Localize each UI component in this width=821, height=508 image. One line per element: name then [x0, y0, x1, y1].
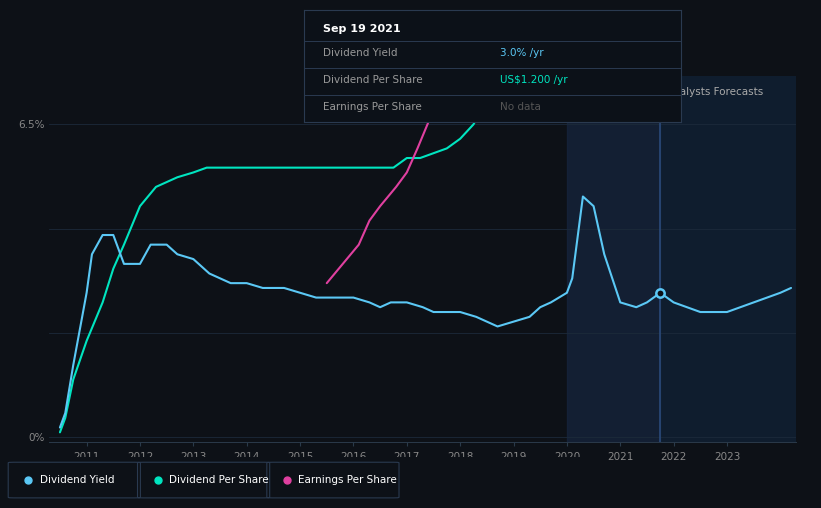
Text: Analysts Forecasts: Analysts Forecasts	[666, 87, 763, 97]
Text: Earnings Per Share: Earnings Per Share	[323, 102, 421, 112]
Bar	[660, 76, 796, 442]
Text: US$1.200 /yr: US$1.200 /yr	[500, 75, 568, 85]
Text: Dividend Yield: Dividend Yield	[39, 475, 114, 485]
Text: Dividend Per Share: Dividend Per Share	[169, 475, 268, 485]
Bar	[567, 76, 660, 442]
Text: 3.0% /yr: 3.0% /yr	[500, 48, 544, 58]
Text: Dividend Yield: Dividend Yield	[323, 48, 397, 58]
Text: Past: Past	[632, 87, 658, 97]
Text: Earnings Per Share: Earnings Per Share	[298, 475, 397, 485]
Text: No data: No data	[500, 102, 541, 112]
Text: Sep 19 2021: Sep 19 2021	[323, 23, 401, 34]
Text: Dividend Per Share: Dividend Per Share	[323, 75, 422, 85]
